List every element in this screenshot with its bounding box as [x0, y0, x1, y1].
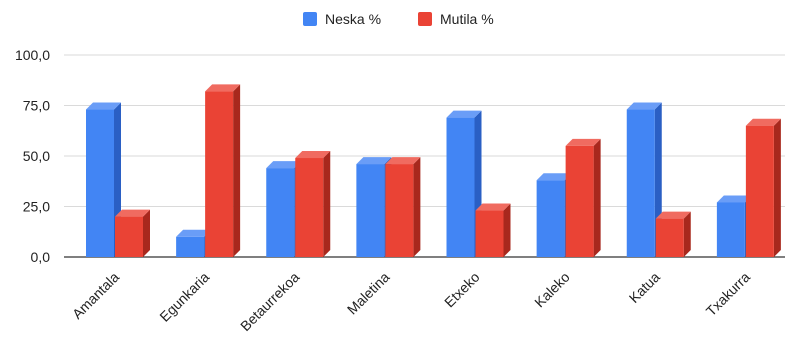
x-tick-label: Egunkaria	[156, 269, 212, 325]
bar-betaurrekoa-mutila[interactable]	[295, 151, 331, 257]
x-tick-label: Katua	[626, 269, 663, 306]
y-tick-label: 0,0	[31, 249, 51, 265]
bar-front	[655, 218, 684, 257]
bar-front	[565, 145, 594, 257]
legend-swatch	[418, 12, 432, 26]
legend-mutila[interactable]: Mutila %	[418, 11, 494, 27]
bar-top	[446, 110, 482, 118]
bar-front	[356, 164, 385, 257]
bar-side	[773, 118, 781, 257]
bar-front	[475, 210, 504, 257]
x-tick-label: Betaurrekoa	[237, 269, 302, 334]
x-tick-label: Maletina	[344, 269, 393, 318]
legend[interactable]: Neska % Mutila %	[303, 11, 494, 27]
legend-label: Neska %	[325, 11, 381, 27]
y-tick-labels: 0,0 25,0 50,0 75,0 100,0	[15, 47, 50, 265]
bar-top	[176, 229, 212, 237]
bar-etxeko-mutila[interactable]	[475, 203, 511, 257]
bar-front	[446, 117, 475, 258]
x-tick-label: Etxeko	[441, 269, 483, 311]
y-tick-label: 75,0	[23, 98, 50, 114]
bar-katua-neska[interactable]	[626, 102, 662, 257]
bar-top	[745, 118, 781, 126]
bar-side	[413, 157, 421, 257]
bar-top	[716, 195, 752, 203]
bar-top	[536, 173, 572, 181]
bar-top	[205, 84, 241, 92]
bar-top	[86, 102, 121, 110]
bar-egunkaria-mutila[interactable]	[205, 84, 241, 257]
y-tick-label: 25,0	[23, 199, 50, 215]
bar-front	[716, 202, 745, 257]
bar-top	[115, 209, 150, 217]
y-tick-label: 100,0	[15, 47, 50, 63]
bar-katua-mutila[interactable]	[655, 211, 691, 257]
bar-side	[593, 138, 601, 257]
bar-front	[266, 168, 295, 257]
bar-top	[356, 157, 392, 165]
bar-front	[536, 180, 565, 257]
bar-maletina-mutila[interactable]	[385, 157, 421, 257]
bars-layer	[86, 84, 781, 258]
bar-top	[266, 161, 302, 169]
bar-top	[385, 157, 421, 165]
bar-side	[143, 209, 150, 257]
bar-front	[745, 125, 774, 257]
bar-top	[626, 102, 662, 110]
bar-side	[323, 151, 331, 257]
x-tick-labels: Amantala Egunkaria Betaurrekoa Maletina Etxe…	[69, 269, 753, 334]
legend-neska[interactable]: Neska %	[303, 11, 381, 27]
bar-front	[385, 164, 414, 257]
bar-top	[475, 203, 511, 211]
legend-swatch	[303, 12, 317, 26]
x-tick-label: Txakurra	[703, 269, 754, 320]
bar-side	[233, 84, 241, 257]
y-tick-label: 50,0	[23, 148, 50, 164]
bar-txakurra-mutila[interactable]	[745, 118, 781, 257]
bar-front	[295, 158, 324, 257]
bar-front	[626, 109, 655, 257]
bar-top	[295, 151, 331, 159]
bar-etxeko-neska[interactable]	[446, 110, 482, 258]
bar-kaleko-mutila[interactable]	[565, 138, 601, 257]
bar-amantala-mutila[interactable]	[115, 209, 150, 257]
bar-front	[115, 216, 143, 257]
legend-label: Mutila %	[440, 11, 494, 27]
bar-side	[503, 203, 511, 257]
bar-side	[683, 211, 691, 257]
bar-front	[176, 236, 205, 257]
x-tick-label: Amantala	[69, 269, 122, 322]
bar-front	[205, 91, 234, 257]
bar-top	[565, 138, 601, 146]
bar-top	[655, 211, 691, 219]
x-tick-label: Kaleko	[531, 269, 573, 311]
bar-front	[86, 109, 114, 257]
